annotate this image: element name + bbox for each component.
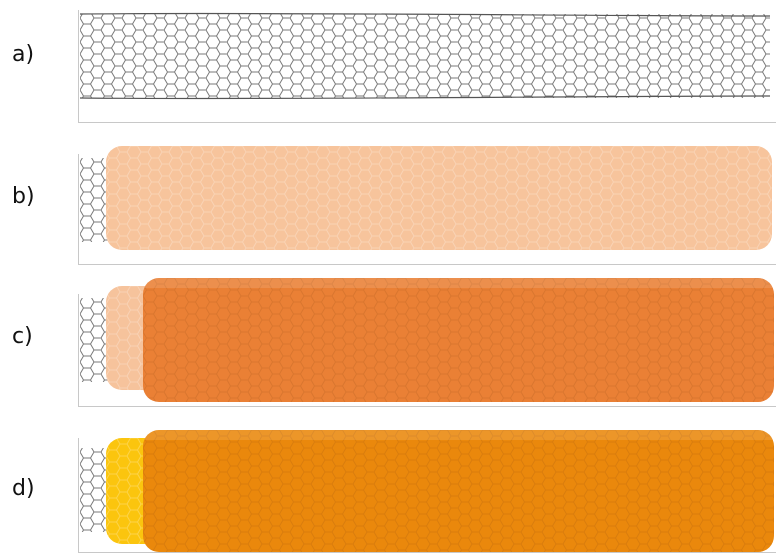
- panel-c: c): [0, 278, 776, 410]
- coating-fill: [106, 146, 772, 250]
- panel-b: b): [0, 140, 776, 270]
- coating-layer-1: [106, 146, 772, 250]
- panel-label: b): [12, 184, 35, 209]
- coating-fill: [143, 278, 774, 402]
- coating-fill: [143, 430, 774, 552]
- coating-layer-2: [143, 430, 774, 552]
- coating-layer-2: [143, 278, 774, 402]
- carbon-nanotube: [80, 12, 770, 100]
- panel-label: a): [12, 42, 35, 67]
- panel-label: d): [12, 476, 35, 501]
- panel-frame: [78, 294, 776, 407]
- panel-d: d): [0, 420, 776, 553]
- panel-frame: [78, 154, 776, 265]
- panel-label: c): [12, 324, 33, 349]
- panel-frame: [78, 10, 776, 123]
- panel-a: a): [0, 0, 776, 130]
